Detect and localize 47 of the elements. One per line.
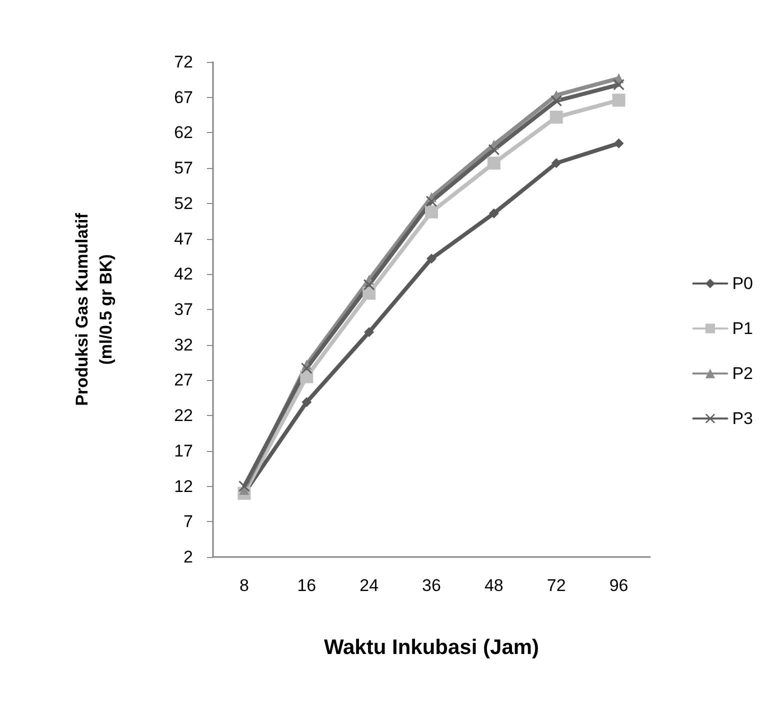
y-tick-label: 2 [184, 548, 193, 566]
x-tick-label: 72 [546, 576, 566, 595]
x-tick-label: 8 [239, 576, 249, 595]
y-tick-label: 72 [174, 52, 193, 72]
point [362, 286, 376, 300]
y-tick-label: 37 [174, 300, 193, 319]
x-tick-label: 16 [297, 576, 316, 595]
point [364, 279, 375, 290]
y-tick-label: 32 [174, 335, 193, 354]
legend-label: P3 [732, 409, 754, 428]
y-tick-label: 67 [174, 88, 193, 107]
point [488, 144, 500, 156]
point [301, 362, 312, 374]
point [425, 205, 438, 218]
y-tick-label: 47 [174, 229, 193, 248]
y-tick-label: 57 [174, 158, 193, 178]
legend-label: P2 [732, 364, 754, 383]
y-tick-label: 7 [184, 512, 193, 532]
point [488, 208, 499, 218]
point [238, 480, 250, 492]
point [613, 79, 624, 90]
point [550, 110, 563, 124]
x-tick-label: 48 [484, 576, 504, 595]
legend-label: P1 [732, 319, 754, 338]
point [302, 397, 312, 408]
point [426, 254, 436, 264]
point [487, 156, 500, 170]
point [426, 196, 437, 207]
point [614, 138, 624, 148]
y-tick-label: 12 [174, 476, 193, 496]
legend-label: P0 [732, 274, 754, 293]
x-axis-title: Waktu Inkubasi (Jam) [324, 636, 540, 659]
x-tick-label: 36 [422, 576, 441, 595]
point [364, 327, 374, 338]
y-tick-label: 62 [174, 123, 193, 142]
y-tick-label: 27 [174, 370, 193, 390]
y-tick-label: 22 [174, 406, 193, 426]
y-tick-label: 52 [174, 194, 193, 213]
x-tick-label: 24 [360, 576, 379, 595]
point [550, 95, 562, 106]
point [612, 94, 626, 107]
y-tick-label: 17 [174, 441, 193, 460]
point [300, 370, 314, 384]
y-tick-label: 42 [174, 264, 193, 284]
x-tick-label: 96 [609, 576, 628, 595]
point [551, 158, 562, 168]
y-axis-title: Produksi Gas Kumulatif (ml/0.5 gr BK) [72, 212, 116, 406]
